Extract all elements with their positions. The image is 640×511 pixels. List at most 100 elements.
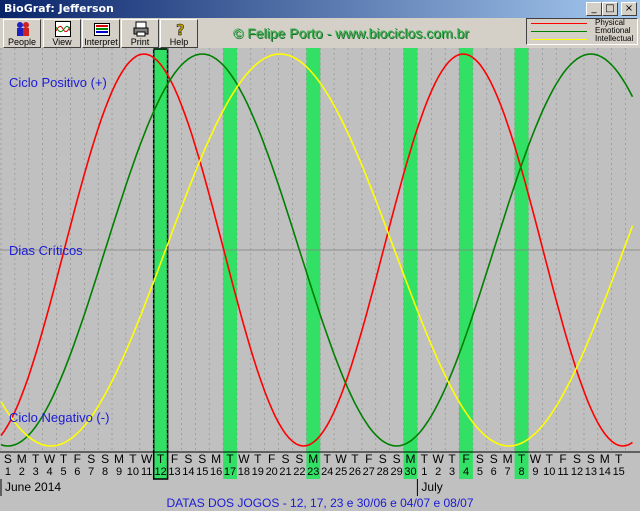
legend: Physical Emotional Intellectual: [526, 18, 638, 45]
date-tick-label: 14: [599, 466, 611, 478]
date-tick-label: 4: [463, 466, 469, 478]
interpret-label: Interpret: [84, 37, 118, 47]
critical-day-highlight: [306, 48, 321, 479]
day-of-week-label: S: [281, 452, 289, 466]
date-tick-label: 11: [557, 466, 568, 478]
interpret-button[interactable]: Interpret: [82, 19, 120, 48]
day-of-week-label: F: [462, 452, 469, 466]
people-button[interactable]: People: [3, 19, 41, 48]
day-of-week-label: M: [114, 452, 124, 466]
help-icon: ?: [176, 21, 185, 37]
date-tick-label: 19: [252, 466, 264, 478]
day-of-week-label: S: [184, 452, 192, 466]
date-tick-label: 1: [421, 466, 427, 478]
date-tick-label: 11: [141, 466, 152, 478]
date-tick-label: 8: [102, 466, 108, 478]
day-of-week-label: F: [74, 452, 81, 466]
date-tick-label: 2: [435, 466, 441, 478]
svg-text:?: ?: [176, 21, 185, 37]
day-of-week-label: S: [490, 452, 498, 466]
day-of-week-label: M: [211, 452, 221, 466]
day-of-week-label: M: [406, 452, 416, 466]
people-label: People: [7, 37, 37, 47]
print-button[interactable]: Print: [121, 19, 159, 48]
day-of-week-label: M: [600, 452, 610, 466]
date-tick-label: 24: [321, 466, 333, 478]
day-of-week-label: W: [238, 452, 250, 466]
day-of-week-label: W: [335, 452, 347, 466]
month-label: July: [421, 480, 442, 494]
day-of-week-label: T: [60, 452, 68, 466]
date-tick-label: 14: [182, 466, 194, 478]
legend-item-emotional: Emotional: [531, 26, 635, 36]
date-tick-label: 3: [449, 466, 455, 478]
day-of-week-label: T: [351, 452, 359, 466]
date-tick-label: 6: [491, 466, 497, 478]
date-tick-label: 9: [116, 466, 122, 478]
view-button[interactable]: View: [43, 19, 81, 48]
day-of-week-label: T: [421, 452, 429, 466]
series-intellectual-line: [0, 53, 634, 447]
legend-label: Physical: [595, 18, 625, 27]
help-button[interactable]: ? Help: [160, 19, 198, 48]
day-of-week-label: T: [615, 452, 623, 466]
interpret-icon: [94, 23, 110, 36]
day-of-week-label: S: [4, 452, 12, 466]
date-tick-label: 15: [613, 466, 625, 478]
date-tick-label: 27: [363, 466, 375, 478]
day-of-week-label: S: [476, 452, 484, 466]
series-emotional-line: [0, 53, 634, 447]
biorhythm-chart[interactable]: S 1 M 2 T 3 W 4 T 5 F 6 S 7 S 8 M 9 T 10 W 11 T 12 F 13 S 14 S 15 M 16 T…: [0, 48, 640, 511]
day-of-week-label: T: [448, 452, 456, 466]
date-tick-label: 10: [543, 466, 555, 478]
legend-swatch: [531, 23, 587, 24]
date-tick-label: 9: [532, 466, 538, 478]
negative-cycle-label: Ciclo Negativo (-): [9, 410, 110, 425]
day-of-week-label: T: [518, 452, 526, 466]
critical-day-highlight: [223, 48, 237, 479]
date-tick-label: 20: [266, 466, 278, 478]
print-icon: [133, 21, 149, 37]
date-tick-label: 26: [349, 466, 361, 478]
legend-swatch: [531, 39, 587, 40]
date-tick-label: 7: [505, 466, 511, 478]
day-of-week-label: T: [129, 452, 137, 466]
date-tick-label: 6: [74, 466, 80, 478]
critical-day-highlight: [459, 48, 473, 479]
credit-text: © Felipe Porto - www.biociclos.com.br: [233, 25, 469, 41]
day-of-week-label: M: [308, 452, 318, 466]
day-of-week-label: T: [324, 452, 332, 466]
day-of-week-label: M: [503, 452, 513, 466]
window-title: BioGraf: Jefferson: [4, 2, 114, 15]
critical-days-label: Dias Críticos: [9, 243, 83, 258]
day-of-week-label: S: [393, 452, 401, 466]
view-icon: [55, 21, 71, 37]
day-of-week-label: T: [226, 452, 234, 466]
close-button[interactable]: ×: [621, 2, 637, 16]
day-of-week-label: S: [198, 452, 206, 466]
day-of-week-label: T: [546, 452, 554, 466]
date-tick-label: 22: [293, 466, 305, 478]
date-tick-label: 13: [585, 466, 597, 478]
day-of-week-label: S: [573, 452, 581, 466]
date-tick-label: 4: [47, 466, 53, 478]
legend-item-intellectual: Intellectual: [531, 34, 635, 44]
date-tick-label: 8: [518, 466, 524, 478]
day-of-week-label: F: [171, 452, 178, 466]
date-tick-label: 13: [168, 466, 180, 478]
day-of-week-label: S: [295, 452, 303, 466]
title-bar[interactable]: BioGraf: Jefferson _ □ ×: [0, 0, 640, 18]
maximize-button[interactable]: □: [602, 2, 618, 16]
print-label: Print: [130, 37, 150, 47]
legend-label: Emotional: [595, 26, 631, 35]
legend-label: Intellectual: [595, 34, 634, 43]
date-tick-label: 17: [224, 466, 236, 478]
day-of-week-label: T: [32, 452, 40, 466]
minimize-button[interactable]: _: [586, 2, 602, 16]
date-tick-label: 5: [60, 466, 66, 478]
day-of-week-label: W: [433, 452, 445, 466]
critical-day-highlight: [403, 48, 418, 479]
chart-canvas: S1M2T3W4T5F6S7S8M9T10W11T12F13S14S15M16T…: [0, 48, 640, 496]
day-of-week-label: M: [17, 452, 27, 466]
